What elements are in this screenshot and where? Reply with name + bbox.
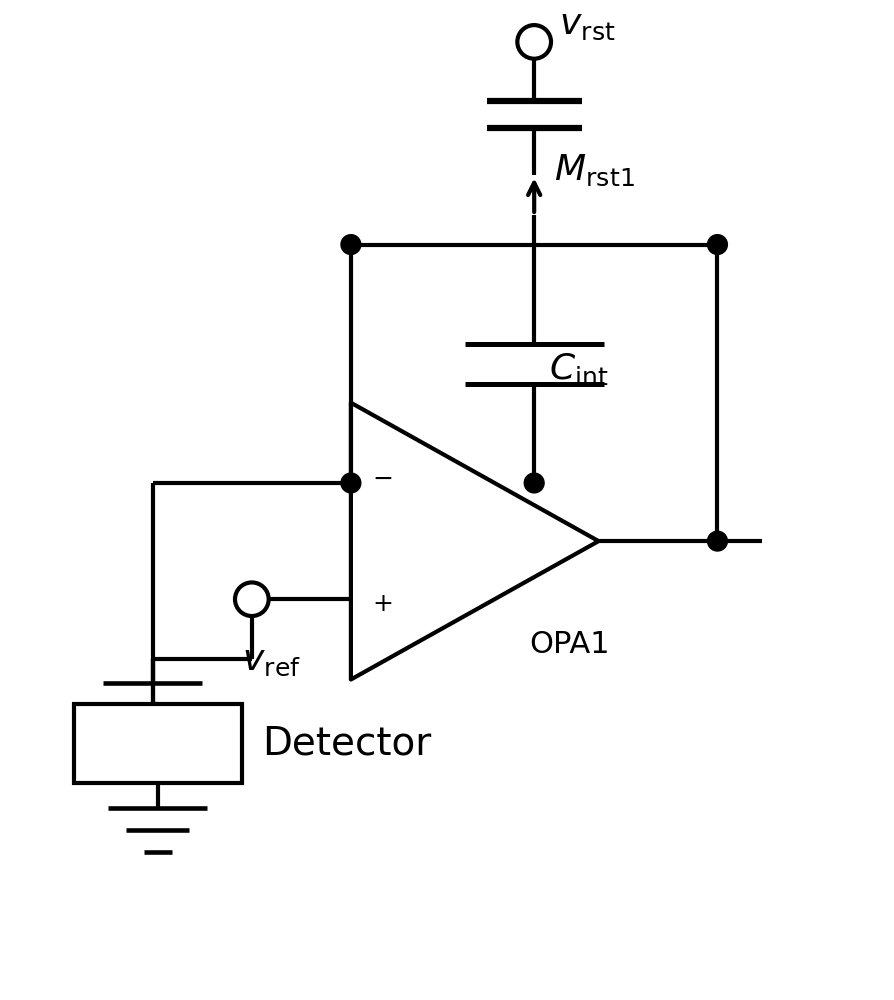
Text: $\mathit{v}$$_{\rm rst}$: $\mathit{v}$$_{\rm rst}$	[559, 8, 615, 42]
Bar	[73, 704, 242, 783]
Circle shape	[707, 531, 728, 551]
Circle shape	[341, 235, 361, 254]
Text: $-$: $-$	[373, 466, 392, 490]
Text: $+$: $+$	[373, 592, 392, 616]
Text: $\mathit{v}$$_{\rm ref}$: $\mathit{v}$$_{\rm ref}$	[242, 644, 301, 678]
Circle shape	[518, 25, 551, 59]
Circle shape	[341, 473, 361, 493]
Text: Detector: Detector	[262, 725, 431, 763]
Text: $\mathit{C}$$_{\rm int}$: $\mathit{C}$$_{\rm int}$	[549, 351, 609, 387]
Text: OPA1: OPA1	[529, 630, 610, 659]
Circle shape	[524, 473, 544, 493]
Text: $\mathit{M}$$_{\rm rst1}$: $\mathit{M}$$_{\rm rst1}$	[554, 153, 635, 188]
Circle shape	[707, 235, 728, 254]
Circle shape	[235, 582, 269, 616]
